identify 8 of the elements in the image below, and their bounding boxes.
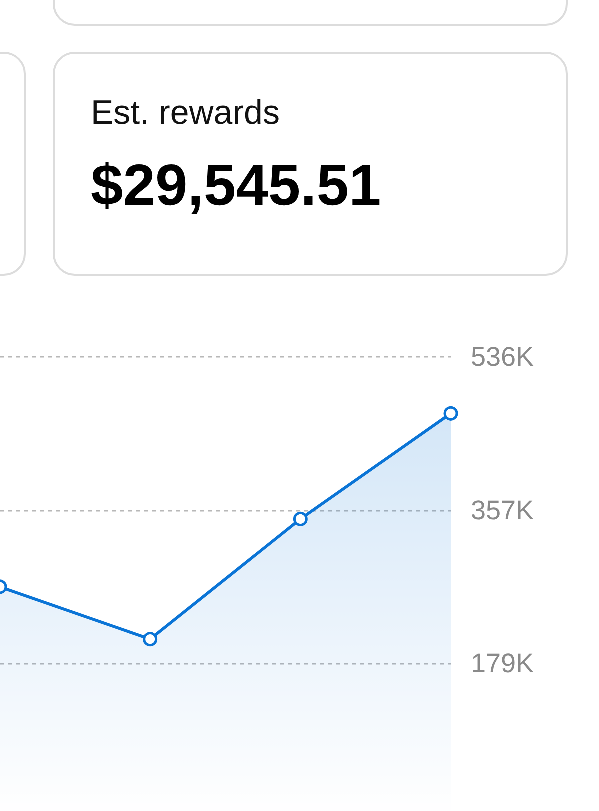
- text: Est. rewards: [91, 94, 280, 133]
- y-tick-label: 179K: [471, 648, 534, 678]
- text: $29,545.51: [91, 152, 382, 219]
- point: [444, 406, 458, 421]
- point: [293, 512, 308, 526]
- y-tick-label: 536K: [471, 342, 534, 372]
- point: [143, 632, 158, 647]
- y-tick-label: 357K: [471, 496, 534, 526]
